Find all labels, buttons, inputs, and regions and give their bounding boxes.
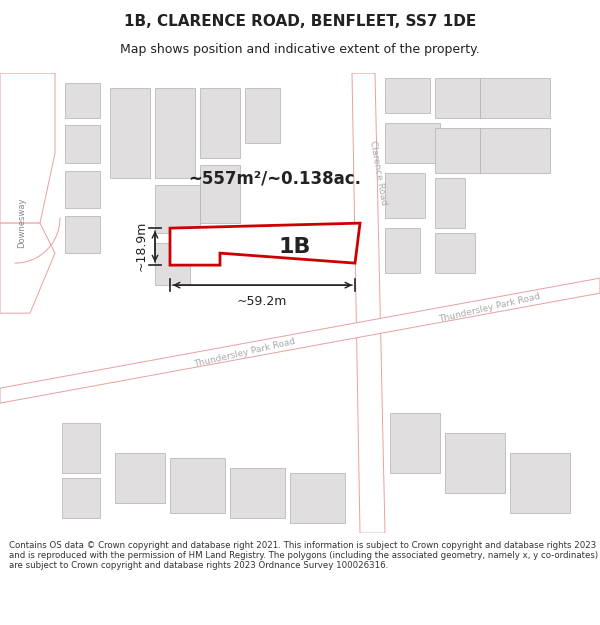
Polygon shape: [110, 88, 150, 178]
Text: ~59.2m: ~59.2m: [237, 295, 287, 308]
Polygon shape: [510, 453, 570, 513]
Polygon shape: [445, 433, 505, 493]
Polygon shape: [480, 78, 550, 118]
Polygon shape: [385, 78, 430, 113]
Text: Contains OS data © Crown copyright and database right 2021. This information is : Contains OS data © Crown copyright and d…: [9, 541, 598, 571]
Polygon shape: [0, 73, 600, 533]
Polygon shape: [0, 278, 600, 403]
Polygon shape: [435, 178, 465, 228]
Polygon shape: [230, 468, 285, 518]
Text: Clarence Road: Clarence Road: [368, 140, 388, 206]
Polygon shape: [170, 458, 225, 513]
Polygon shape: [435, 78, 480, 118]
Text: 1B: 1B: [279, 237, 311, 257]
Polygon shape: [65, 171, 100, 208]
Polygon shape: [0, 223, 55, 313]
Text: ~557m²/~0.138ac.: ~557m²/~0.138ac.: [188, 169, 361, 187]
Polygon shape: [352, 73, 385, 533]
Polygon shape: [435, 128, 480, 173]
Text: Thundersley Park Road: Thundersley Park Road: [439, 292, 542, 324]
Text: Thundersley Park Road: Thundersley Park Road: [193, 337, 296, 369]
Polygon shape: [62, 423, 100, 473]
Polygon shape: [290, 473, 345, 523]
Polygon shape: [385, 123, 440, 163]
Polygon shape: [200, 88, 240, 158]
Polygon shape: [65, 125, 100, 163]
Polygon shape: [385, 173, 425, 218]
Polygon shape: [480, 128, 550, 173]
Text: 1B, CLARENCE ROAD, BENFLEET, SS7 1DE: 1B, CLARENCE ROAD, BENFLEET, SS7 1DE: [124, 14, 476, 29]
Polygon shape: [170, 223, 360, 265]
Polygon shape: [155, 185, 200, 233]
Polygon shape: [155, 243, 190, 285]
Polygon shape: [390, 413, 440, 473]
Polygon shape: [62, 478, 100, 518]
Polygon shape: [0, 73, 55, 223]
Text: ~18.9m: ~18.9m: [135, 221, 148, 271]
Polygon shape: [200, 165, 240, 223]
Polygon shape: [245, 88, 280, 143]
Polygon shape: [435, 233, 475, 273]
Polygon shape: [155, 88, 195, 178]
Polygon shape: [65, 216, 100, 253]
Polygon shape: [385, 228, 420, 273]
Polygon shape: [115, 453, 165, 503]
Text: Downesway: Downesway: [17, 198, 26, 248]
Polygon shape: [65, 83, 100, 118]
Text: Map shows position and indicative extent of the property.: Map shows position and indicative extent…: [120, 42, 480, 56]
